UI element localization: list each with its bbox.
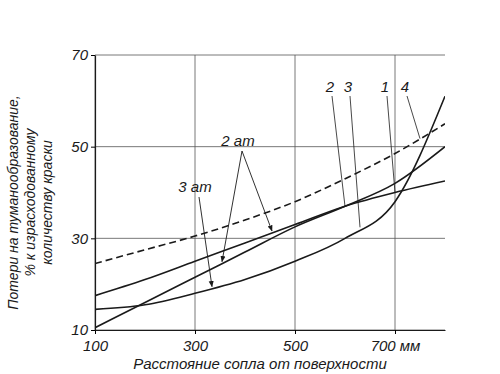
grid-line xyxy=(295,55,296,330)
y-tick-label: 70 xyxy=(71,46,88,63)
y-tick-mark xyxy=(91,147,95,148)
series-label: 4 xyxy=(401,78,409,95)
y-tick-mark xyxy=(91,55,95,56)
x-tick-label: 300 xyxy=(183,337,209,354)
leader-line xyxy=(387,96,395,193)
grid-line xyxy=(95,55,445,56)
x-axis: 100 300 500 700 мм xyxy=(83,330,446,354)
annotation-arrow xyxy=(242,151,272,231)
series-line xyxy=(95,124,445,264)
series-label: 1 xyxy=(381,78,389,95)
grid-line xyxy=(95,146,445,147)
x-axis-title: Расстояние сопла от поверхности xyxy=(133,355,387,372)
y-tick: 50 xyxy=(71,138,95,155)
y-tick: 30 xyxy=(71,230,95,247)
leader-line xyxy=(350,96,360,227)
leader-line xyxy=(332,96,345,206)
x-tick-mark xyxy=(195,330,196,334)
x-tick: 300 xyxy=(183,330,209,354)
y-tick: 10 xyxy=(71,321,95,338)
annotation-arrow xyxy=(199,197,212,287)
y-axis-title: количеству краски xyxy=(39,140,55,265)
x-tick-label: 500 xyxy=(283,337,309,354)
y-tick-label: 10 xyxy=(71,321,88,338)
grid-line xyxy=(95,55,96,330)
y-axis-title: Потери на туманообразование, xyxy=(5,95,21,309)
grid-line xyxy=(95,330,445,331)
y-tick-mark xyxy=(91,238,95,239)
y-tick-label: 30 xyxy=(71,230,88,247)
annotation-arrow xyxy=(222,151,242,262)
series-line xyxy=(95,96,445,309)
x-tick-mark xyxy=(395,330,396,334)
x-tick: 700 мм xyxy=(371,330,421,354)
series-label: 2 xyxy=(325,78,335,95)
y-axis: 10 30 50 70 xyxy=(71,46,95,338)
labels: 1 23 4 2 ат 3 ат Расстояние сопла от поверхно… xyxy=(5,78,420,372)
x-tick: 500 xyxy=(283,330,309,354)
leader-line xyxy=(407,96,420,139)
y-axis-title: % к израсходованному xyxy=(22,128,38,277)
x-tick-mark xyxy=(295,330,296,334)
y-tick: 70 xyxy=(71,46,95,63)
x-tick-label: 100 xyxy=(83,337,109,354)
y-tick-label: 50 xyxy=(71,138,88,155)
lines xyxy=(95,96,445,327)
series-label: 3 xyxy=(344,78,353,95)
annotation: 3 ат xyxy=(178,178,211,195)
axis-line xyxy=(96,330,446,331)
y-tick-mark xyxy=(91,330,95,331)
x-tick-label: 700 мм xyxy=(371,337,421,354)
chart: 100 300 500 700 мм 10 30 50 70 1 23 4 2 ат 3 ат Расст… xyxy=(0,0,500,374)
axis-line xyxy=(95,56,96,331)
x-tick-mark xyxy=(95,330,96,334)
annotation: 2 ат xyxy=(220,132,254,149)
grid xyxy=(95,55,445,330)
series-line xyxy=(95,147,445,328)
